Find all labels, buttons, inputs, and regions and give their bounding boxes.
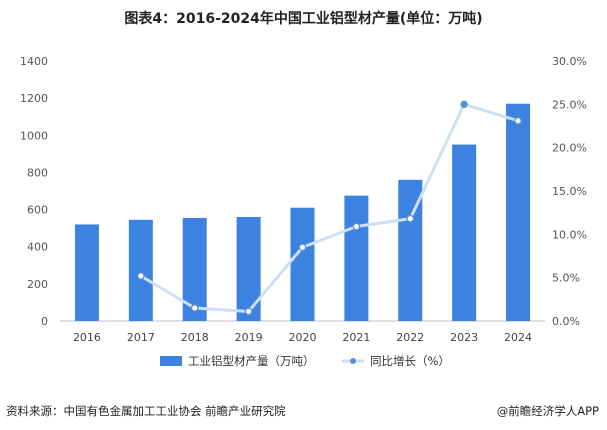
y-right-tick-label: 20.0% — [552, 142, 587, 155]
bar — [74, 224, 99, 321]
y-left-tick-label: 1000 — [20, 129, 48, 142]
growth-point — [460, 100, 468, 109]
bar — [506, 103, 531, 321]
growth-point — [352, 222, 361, 231]
source-note: 资料来源：中国有色金属加工工业协会 前瞻产业研究院 — [6, 404, 286, 418]
x-tick-label: 2018 — [181, 331, 209, 344]
y-left-tick-label: 1200 — [20, 92, 48, 105]
y-right-tick-label: 30.0% — [552, 55, 587, 68]
growth-point — [406, 214, 415, 223]
y-right-tick-label: 5.0% — [552, 272, 580, 285]
x-tick-label: 2023 — [450, 331, 478, 344]
legend-bar-swatch — [160, 356, 182, 366]
x-tick-label: 2021 — [342, 331, 370, 344]
growth-point — [514, 116, 522, 125]
y-left-tick-label: 200 — [27, 278, 48, 291]
y-right-tick-label: 25.0% — [552, 98, 587, 111]
y-right-tick-label: 10.0% — [552, 228, 587, 241]
legend-bar-label: 工业铝型材产量（万吨） — [188, 354, 315, 368]
chart-title: 图表4：2016-2024年中国工业铝型材产量(单位：万吨) — [124, 11, 483, 27]
y-left-tick-label: 600 — [27, 204, 48, 217]
legend-line-label: 同比增长（%） — [370, 354, 450, 368]
y-right-tick-label: 0.0% — [552, 315, 580, 328]
x-tick-label: 2017 — [127, 331, 155, 344]
bar — [290, 207, 315, 321]
growth-point — [298, 243, 307, 252]
bar — [344, 195, 369, 321]
y-left-tick-label: 400 — [27, 241, 48, 254]
brand-note: @前瞻经济学人APP — [496, 404, 599, 418]
growth-point — [136, 272, 145, 280]
y-left-tick-label: 1400 — [20, 55, 48, 68]
bar — [236, 217, 261, 321]
bar — [128, 219, 153, 321]
x-tick-label: 2019 — [235, 331, 263, 344]
y-left-tick-label: 800 — [27, 166, 48, 179]
growth-point — [190, 304, 199, 312]
growth-point — [244, 307, 253, 316]
x-tick-label: 2020 — [289, 331, 317, 344]
y-left-tick-label: 0 — [41, 315, 48, 328]
legend-line-marker — [350, 358, 356, 364]
x-tick-label: 2024 — [504, 331, 532, 344]
x-tick-label: 2022 — [396, 331, 424, 344]
growth-line — [140, 102, 519, 313]
chart: 0 200 400 600 800 1000 1200 1400 0.0% 5.0% 10.0% 15… — [20, 55, 587, 368]
bar — [452, 144, 477, 321]
y-right-tick-label: 15.0% — [552, 185, 587, 198]
x-tick-label: 2016 — [73, 331, 101, 344]
